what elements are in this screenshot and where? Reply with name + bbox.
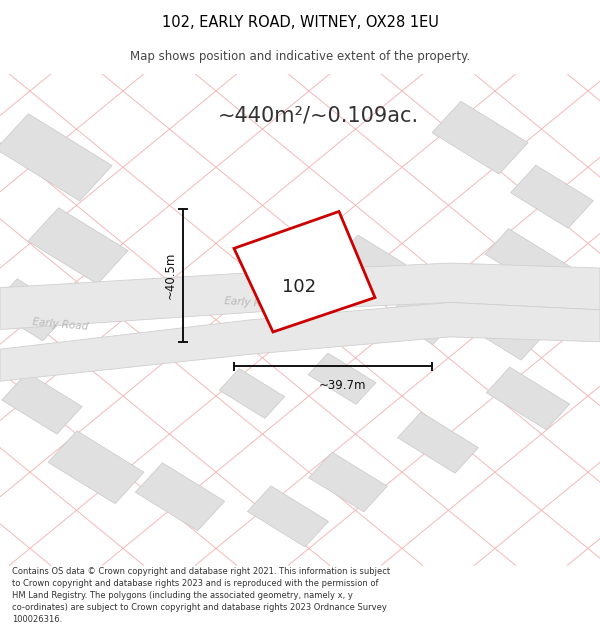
Polygon shape <box>511 165 593 228</box>
Text: Early Road: Early Road <box>32 317 88 332</box>
Text: Early Road: Early Road <box>224 296 280 309</box>
Polygon shape <box>0 279 70 341</box>
Polygon shape <box>485 229 571 292</box>
Text: Map shows position and indicative extent of the property.: Map shows position and indicative extent… <box>130 50 470 63</box>
Polygon shape <box>398 412 478 473</box>
Polygon shape <box>309 452 387 512</box>
Polygon shape <box>2 372 82 434</box>
Polygon shape <box>464 299 544 360</box>
Text: ~39.7m: ~39.7m <box>319 379 367 392</box>
Polygon shape <box>28 208 128 284</box>
Polygon shape <box>234 211 375 332</box>
Polygon shape <box>308 353 376 404</box>
Polygon shape <box>0 302 600 381</box>
Text: 102: 102 <box>282 278 316 296</box>
Polygon shape <box>388 295 452 344</box>
Polygon shape <box>248 486 328 547</box>
Polygon shape <box>0 114 112 201</box>
Polygon shape <box>0 263 600 329</box>
Polygon shape <box>220 369 284 418</box>
Polygon shape <box>136 462 224 531</box>
Polygon shape <box>487 367 569 429</box>
Polygon shape <box>432 101 528 174</box>
Text: ~440m²/~0.109ac.: ~440m²/~0.109ac. <box>217 106 419 126</box>
Text: 102, EARLY ROAD, WITNEY, OX28 1EU: 102, EARLY ROAD, WITNEY, OX28 1EU <box>161 15 439 30</box>
Text: ~40.5m: ~40.5m <box>163 252 176 299</box>
Text: Contains OS data © Crown copyright and database right 2021. This information is : Contains OS data © Crown copyright and d… <box>12 568 390 624</box>
Polygon shape <box>338 235 406 286</box>
Polygon shape <box>48 431 144 504</box>
